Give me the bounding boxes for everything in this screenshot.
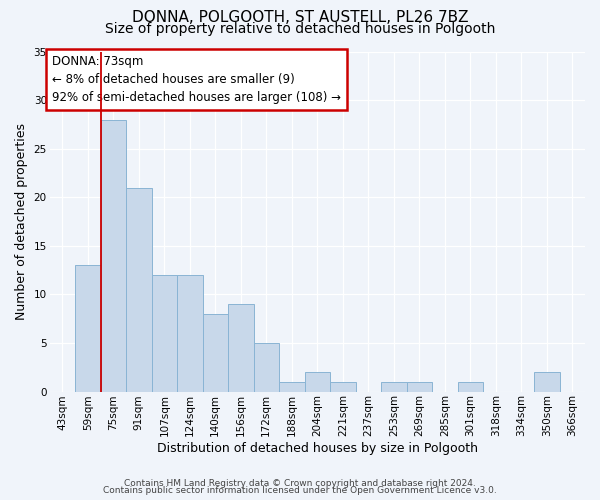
Text: DONNA: 73sqm
← 8% of detached houses are smaller (9)
92% of semi-detached houses: DONNA: 73sqm ← 8% of detached houses are… (52, 55, 341, 104)
Bar (407, 382, 432, 392)
Text: Size of property relative to detached houses in Polgooth: Size of property relative to detached ho… (105, 22, 495, 36)
X-axis label: Distribution of detached houses by size in Polgooth: Distribution of detached houses by size … (157, 442, 478, 455)
Bar (203, 314, 228, 392)
Bar (458, 382, 483, 392)
Bar (177, 275, 203, 392)
Bar (279, 382, 305, 392)
Text: Contains HM Land Registry data © Crown copyright and database right 2024.: Contains HM Land Registry data © Crown c… (124, 478, 476, 488)
Bar (305, 372, 330, 392)
Bar (75, 265, 101, 392)
Bar (330, 382, 356, 392)
Bar (101, 120, 126, 392)
Bar (534, 372, 560, 392)
Bar (126, 188, 152, 392)
Text: DONNA, POLGOOTH, ST AUSTELL, PL26 7BZ: DONNA, POLGOOTH, ST AUSTELL, PL26 7BZ (132, 10, 468, 25)
Bar (381, 382, 407, 392)
Bar (152, 275, 177, 392)
Bar (254, 343, 279, 392)
Text: Contains public sector information licensed under the Open Government Licence v3: Contains public sector information licen… (103, 486, 497, 495)
Bar (228, 304, 254, 392)
Y-axis label: Number of detached properties: Number of detached properties (15, 123, 28, 320)
